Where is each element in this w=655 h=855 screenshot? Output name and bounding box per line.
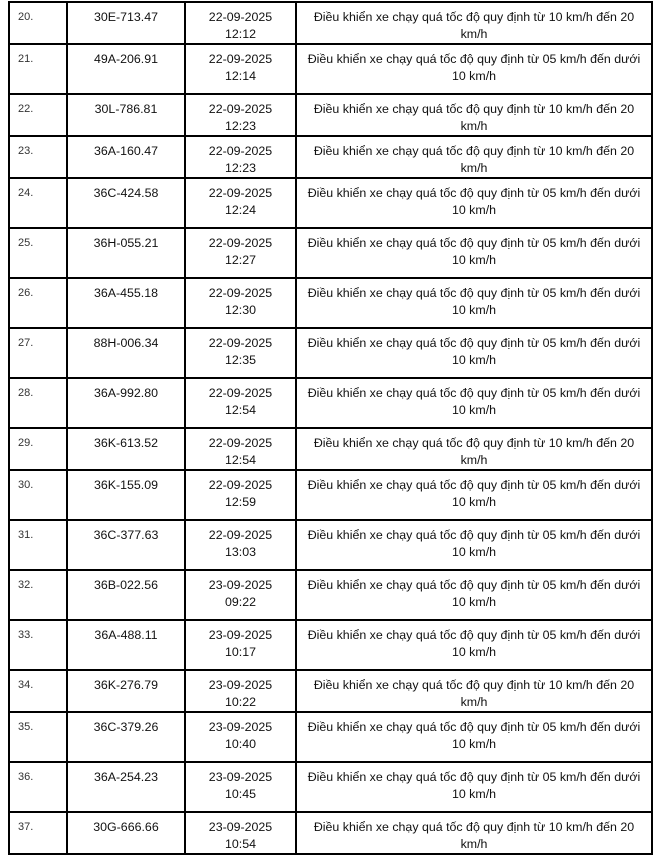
- violation-description: Điều khiển xe chạy quá tốc độ quy định t…: [295, 619, 653, 671]
- table-row: 33. 36A-488.11 23-09-2025 10:17 Điều khiển …: [8, 619, 653, 671]
- row-number: 33.: [8, 619, 68, 671]
- row-number: 29.: [8, 427, 68, 471]
- violation-time: 22-09-2025 13:03: [184, 519, 297, 571]
- license-plate: 36C-379.26: [66, 711, 186, 763]
- violation-time: 23-09-2025 10:17: [184, 619, 297, 671]
- violation-time: 22-09-2025 12:23: [184, 135, 297, 179]
- violation-description: Điều khiển xe chạy quá tốc độ quy định t…: [295, 327, 653, 379]
- violation-description: Điều khiển xe chạy quá tốc độ quy định t…: [295, 227, 653, 279]
- license-plate: 36K-155.09: [66, 469, 186, 521]
- row-number: 22.: [8, 93, 68, 137]
- violation-time: 22-09-2025 12:54: [184, 377, 297, 429]
- row-number: 20.: [8, 1, 68, 45]
- table-row: 37. 30G-666.66 23-09-2025 10:54 Điều khiển …: [8, 811, 653, 855]
- license-plate: 36A-455.18: [66, 277, 186, 329]
- table-row: 26. 36A-455.18 22-09-2025 12:30 Điều khiển …: [8, 277, 653, 329]
- table-row: 20. 30E-713.47 22-09-2025 12:12 Điều khiển …: [8, 1, 653, 45]
- license-plate: 36A-160.47: [66, 135, 186, 179]
- violation-time: 23-09-2025 10:45: [184, 761, 297, 813]
- table-row: 34. 36K-276.79 23-09-2025 10:22 Điều khiển …: [8, 669, 653, 713]
- table-row: 32. 36B-022.56 23-09-2025 09:22 Điều khiển …: [8, 569, 653, 621]
- license-plate: 36K-276.79: [66, 669, 186, 713]
- row-number: 24.: [8, 177, 68, 229]
- license-plate: 36B-022.56: [66, 569, 186, 621]
- violation-description: Điều khiển xe chạy quá tốc độ quy định t…: [295, 93, 653, 137]
- row-number: 23.: [8, 135, 68, 179]
- row-number: 27.: [8, 327, 68, 379]
- table-row: 35. 36C-379.26 23-09-2025 10:40 Điều khiển …: [8, 711, 653, 763]
- table-row: 27. 88H-006.34 22-09-2025 12:35 Điều khiển …: [8, 327, 653, 379]
- license-plate: 36C-424.58: [66, 177, 186, 229]
- license-plate: 30L-786.81: [66, 93, 186, 137]
- violation-description: Điều khiển xe chạy quá tốc độ quy định t…: [295, 761, 653, 813]
- violation-description: Điều khiển xe chạy quá tốc độ quy định t…: [295, 1, 653, 45]
- row-number: 34.: [8, 669, 68, 713]
- license-plate: 36C-377.63: [66, 519, 186, 571]
- violation-description: Điều khiển xe chạy quá tốc độ quy định t…: [295, 519, 653, 571]
- table-row: 23. 36A-160.47 22-09-2025 12:23 Điều khiển …: [8, 135, 653, 179]
- violation-description: Điều khiển xe chạy quá tốc độ quy định t…: [295, 277, 653, 329]
- violation-description: Điều khiển xe chạy quá tốc độ quy định t…: [295, 469, 653, 521]
- violation-time: 22-09-2025 12:59: [184, 469, 297, 521]
- violation-description: Điều khiển xe chạy quá tốc độ quy định t…: [295, 569, 653, 621]
- table-row: 25. 36H-055.21 22-09-2025 12:27 Điều khiển …: [8, 227, 653, 279]
- row-number: 30.: [8, 469, 68, 521]
- table-row: 29. 36K-613.52 22-09-2025 12:54 Điều khiển …: [8, 427, 653, 471]
- license-plate: 36A-254.23: [66, 761, 186, 813]
- violation-time: 22-09-2025 12:12: [184, 1, 297, 45]
- violations-table: 20. 30E-713.47 22-09-2025 12:12 Điều khiển …: [8, 1, 653, 855]
- license-plate: 36K-613.52: [66, 427, 186, 471]
- license-plate: 36H-055.21: [66, 227, 186, 279]
- license-plate: 88H-006.34: [66, 327, 186, 379]
- table-row: 36. 36A-254.23 23-09-2025 10:45 Điều khiển …: [8, 761, 653, 813]
- table-row: 21. 49A-206.91 22-09-2025 12:14 Điều khiển …: [8, 43, 653, 95]
- license-plate: 36A-992.80: [66, 377, 186, 429]
- violation-time: 23-09-2025 10:40: [184, 711, 297, 763]
- violation-time: 22-09-2025 12:30: [184, 277, 297, 329]
- violation-time: 23-09-2025 10:54: [184, 811, 297, 855]
- violation-time: 22-09-2025 12:27: [184, 227, 297, 279]
- violation-time: 22-09-2025 12:14: [184, 43, 297, 95]
- violation-description: Điều khiển xe chạy quá tốc độ quy định t…: [295, 427, 653, 471]
- row-number: 21.: [8, 43, 68, 95]
- violation-description: Điều khiển xe chạy quá tốc độ quy định t…: [295, 135, 653, 179]
- violation-time: 22-09-2025 12:54: [184, 427, 297, 471]
- license-plate: 30G-666.66: [66, 811, 186, 855]
- license-plate: 30E-713.47: [66, 1, 186, 45]
- violation-description: Điều khiển xe chạy quá tốc độ quy định t…: [295, 177, 653, 229]
- table-row: 31. 36C-377.63 22-09-2025 13:03 Điều khiển …: [8, 519, 653, 571]
- violation-description: Điều khiển xe chạy quá tốc độ quy định t…: [295, 711, 653, 763]
- table-row: 22. 30L-786.81 22-09-2025 12:23 Điều khiển …: [8, 93, 653, 137]
- row-number: 36.: [8, 761, 68, 813]
- table-row: 24. 36C-424.58 22-09-2025 12:24 Điều khiển …: [8, 177, 653, 229]
- table-row: 30. 36K-155.09 22-09-2025 12:59 Điều khiển …: [8, 469, 653, 521]
- row-number: 25.: [8, 227, 68, 279]
- license-plate: 49A-206.91: [66, 43, 186, 95]
- violation-time: 23-09-2025 10:22: [184, 669, 297, 713]
- violation-time: 22-09-2025 12:24: [184, 177, 297, 229]
- violation-description: Điều khiển xe chạy quá tốc độ quy định t…: [295, 669, 653, 713]
- row-number: 31.: [8, 519, 68, 571]
- row-number: 37.: [8, 811, 68, 855]
- violation-time: 22-09-2025 12:35: [184, 327, 297, 379]
- violation-description: Điều khiển xe chạy quá tốc độ quy định t…: [295, 377, 653, 429]
- row-number: 26.: [8, 277, 68, 329]
- violation-description: Điều khiển xe chạy quá tốc độ quy định t…: [295, 43, 653, 95]
- license-plate: 36A-488.11: [66, 619, 186, 671]
- table-row: 28. 36A-992.80 22-09-2025 12:54 Điều khiển …: [8, 377, 653, 429]
- violation-description: Điều khiển xe chạy quá tốc độ quy định t…: [295, 811, 653, 855]
- row-number: 28.: [8, 377, 68, 429]
- violations-table-body: 20. 30E-713.47 22-09-2025 12:12 Điều khiển …: [8, 1, 653, 855]
- row-number: 32.: [8, 569, 68, 621]
- violation-time: 23-09-2025 09:22: [184, 569, 297, 621]
- violation-time: 22-09-2025 12:23: [184, 93, 297, 137]
- row-number: 35.: [8, 711, 68, 763]
